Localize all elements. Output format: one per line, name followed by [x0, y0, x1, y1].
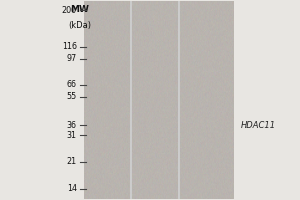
Text: 66: 66: [67, 80, 77, 89]
Text: 31: 31: [67, 131, 77, 140]
Text: 21: 21: [67, 157, 77, 166]
Text: (kDa): (kDa): [68, 21, 91, 30]
Text: 116: 116: [62, 42, 77, 51]
Text: MW: MW: [70, 5, 89, 14]
Text: 55: 55: [67, 92, 77, 101]
Text: HDAC11: HDAC11: [241, 121, 276, 130]
Text: 97: 97: [67, 54, 77, 63]
Text: 14: 14: [67, 184, 77, 193]
Text: 36: 36: [67, 121, 77, 130]
Text: 200: 200: [62, 6, 77, 15]
